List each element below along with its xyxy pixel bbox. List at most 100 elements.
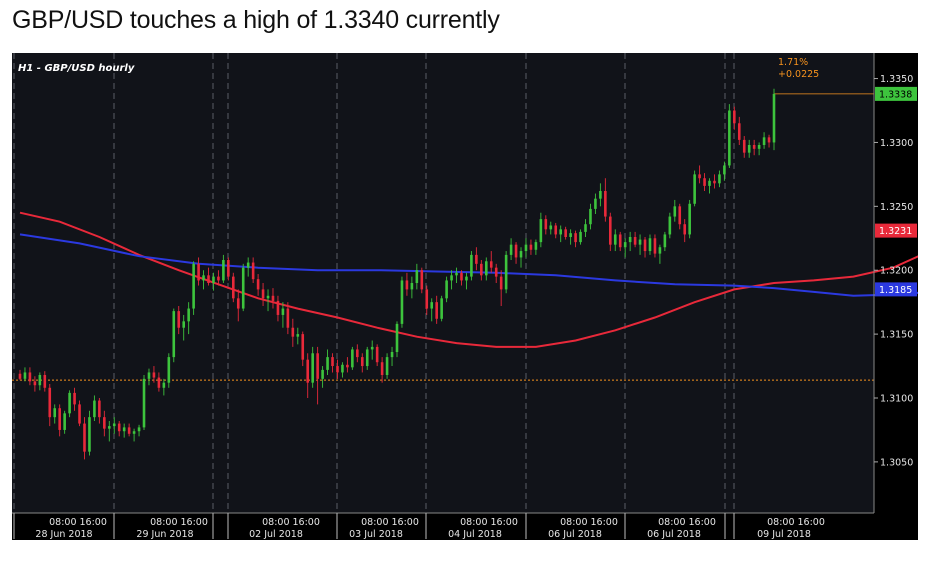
candle-26 — [147, 372, 151, 379]
candle-131 — [668, 216, 672, 235]
candle-47 — [251, 262, 255, 280]
candle-148 — [752, 145, 756, 149]
candle-16 — [98, 400, 101, 418]
candle-114 — [584, 224, 587, 232]
candle-136 — [693, 174, 696, 204]
candle-139 — [708, 180, 711, 186]
change-percent-label: 1.71% — [778, 57, 808, 68]
candle-132 — [673, 206, 677, 217]
candle-32 — [177, 311, 181, 328]
candle-119 — [609, 216, 612, 245]
candle-109 — [559, 229, 562, 235]
x-time-label-3: 08:00 16:00 — [361, 517, 419, 528]
candle-45 — [241, 267, 245, 309]
candle-149 — [757, 145, 761, 149]
candle-83 — [430, 302, 434, 309]
y-tick-label-2: 1.3150 — [880, 330, 913, 341]
candle-34 — [187, 308, 190, 322]
candle-64 — [336, 366, 339, 373]
candle-42 — [227, 260, 230, 277]
candle-122 — [623, 242, 627, 248]
candle-123 — [628, 237, 632, 243]
x-time-label-6: 08:00 16:00 — [658, 517, 716, 528]
candle-106 — [544, 219, 548, 230]
candle-142 — [723, 165, 726, 175]
candle-28 — [157, 377, 161, 388]
candle-133 — [678, 206, 682, 225]
candle-141 — [718, 174, 721, 184]
candle-0 — [18, 373, 22, 379]
x-time-label-7: 08:00 16:00 — [767, 517, 825, 528]
candle-59 — [311, 353, 314, 383]
candle-104 — [534, 242, 538, 250]
candle-103 — [529, 244, 533, 250]
candle-130 — [663, 234, 667, 248]
x-date-label-2: 02 Jul 2018 — [249, 529, 303, 540]
candle-54 — [286, 308, 290, 328]
candle-68 — [356, 349, 359, 358]
candle-126 — [643, 239, 647, 252]
candle-80 — [415, 270, 419, 283]
candle-116 — [594, 198, 597, 209]
candle-23 — [132, 431, 136, 434]
candle-38 — [207, 275, 210, 283]
headline: GBP/USD touches a high of 1.3340 current… — [12, 6, 500, 34]
plot-area — [12, 53, 874, 513]
last-price-label: 1.3338 — [879, 89, 912, 100]
x-date-label-6: 06 Jul 2018 — [647, 529, 701, 540]
candle-113 — [579, 231, 582, 243]
candle-4 — [38, 375, 42, 386]
candle-10 — [68, 392, 71, 414]
y-tick-label-1: 1.3100 — [880, 394, 913, 405]
candle-3 — [33, 381, 37, 386]
candle-76 — [395, 323, 399, 352]
candle-150 — [762, 137, 766, 145]
candle-40 — [217, 276, 220, 281]
candle-110 — [564, 229, 567, 237]
candle-1 — [23, 372, 27, 379]
candle-125 — [638, 239, 642, 245]
candle-2 — [28, 372, 32, 382]
candle-61 — [321, 369, 324, 379]
y-tick-label-4: 1.3250 — [880, 202, 913, 213]
candle-90 — [465, 276, 468, 281]
candle-112 — [574, 233, 577, 243]
candle-78 — [405, 280, 409, 290]
candle-88 — [455, 272, 458, 276]
candle-30 — [167, 357, 171, 383]
y-tick-label-0: 1.3050 — [880, 457, 913, 468]
candle-19 — [112, 423, 116, 427]
candle-120 — [613, 234, 617, 245]
x-date-label-0: 28 Jun 2018 — [35, 529, 92, 540]
candle-35 — [192, 263, 195, 309]
candle-93 — [480, 263, 483, 276]
candle-147 — [747, 145, 751, 153]
candle-67 — [351, 349, 354, 368]
candle-84 — [435, 302, 438, 319]
candle-49 — [261, 289, 265, 299]
candlestick-chart: 1.3050 1.3100 1.3150 1.3200 1.3250 1.3300 1.33… — [12, 53, 918, 540]
candle-20 — [117, 423, 121, 432]
candle-137 — [698, 174, 701, 179]
x-time-label-2: 08:00 16:00 — [262, 517, 320, 528]
candle-63 — [331, 357, 334, 367]
candle-21 — [122, 427, 126, 432]
candle-118 — [604, 191, 607, 217]
candle-79 — [410, 283, 414, 290]
candle-134 — [683, 224, 687, 235]
blue-line-last-badge — [875, 282, 917, 297]
candle-129 — [658, 247, 662, 254]
candle-29 — [162, 382, 166, 388]
candle-14 — [88, 417, 91, 452]
y-tick-label-5: 1.3300 — [880, 138, 913, 149]
candle-8 — [58, 408, 61, 430]
candle-140 — [713, 180, 716, 184]
candle-55 — [291, 327, 295, 337]
x-time-label-1: 08:00 16:00 — [150, 517, 208, 528]
candle-94 — [484, 261, 488, 276]
red-line-last-badge — [875, 223, 917, 238]
x-axis: 08:00 16:00 08:00 16:00 08:00 16:00 08:00 1… — [12, 512, 874, 540]
candle-13 — [83, 423, 86, 452]
x-date-label-4: 04 Jul 2018 — [448, 529, 502, 540]
candle-5 — [43, 375, 47, 388]
